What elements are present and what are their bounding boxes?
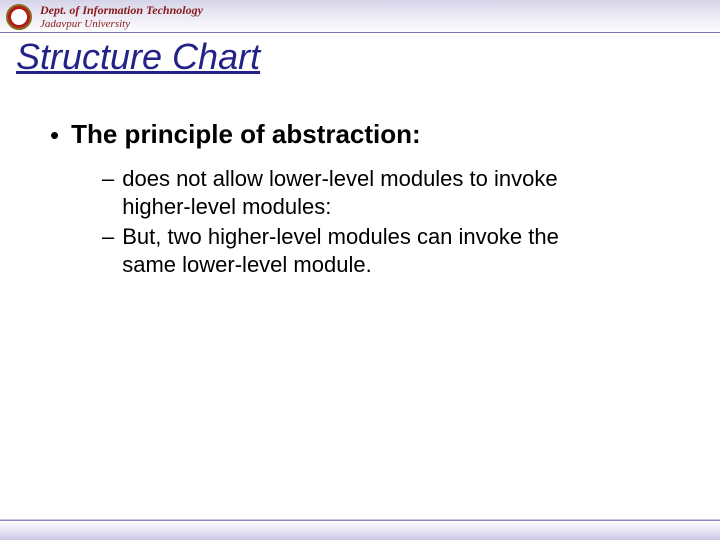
slide-title: Structure Chart: [16, 36, 260, 78]
sub-bullet-item: – does not allow lower-level modules to …: [102, 165, 670, 221]
main-bullet: • The principle of abstraction:: [50, 118, 670, 151]
university-logo-icon: [6, 4, 32, 30]
dash-icon: –: [102, 165, 114, 193]
university-name: Jadavpur University: [40, 18, 203, 30]
dept-text-block: Dept. of Information Technology Jadavpur…: [40, 4, 203, 29]
main-bullet-text: The principle of abstraction:: [71, 118, 421, 151]
slide-content: • The principle of abstraction: – does n…: [50, 118, 670, 281]
footer-band: [0, 520, 720, 540]
header-band: Dept. of Information Technology Jadavpur…: [0, 0, 720, 34]
sub-bullet-text: But, two higher-level modules can invoke…: [122, 223, 602, 279]
sub-bullet-text: does not allow lower-level modules to in…: [122, 165, 602, 221]
bullet-dot-icon: •: [50, 122, 59, 148]
sub-bullet-item: – But, two higher-level modules can invo…: [102, 223, 670, 279]
dash-icon: –: [102, 223, 114, 251]
dept-name: Dept. of Information Technology: [40, 4, 203, 17]
sub-bullet-list: – does not allow lower-level modules to …: [102, 165, 670, 280]
header-divider: [0, 32, 720, 33]
